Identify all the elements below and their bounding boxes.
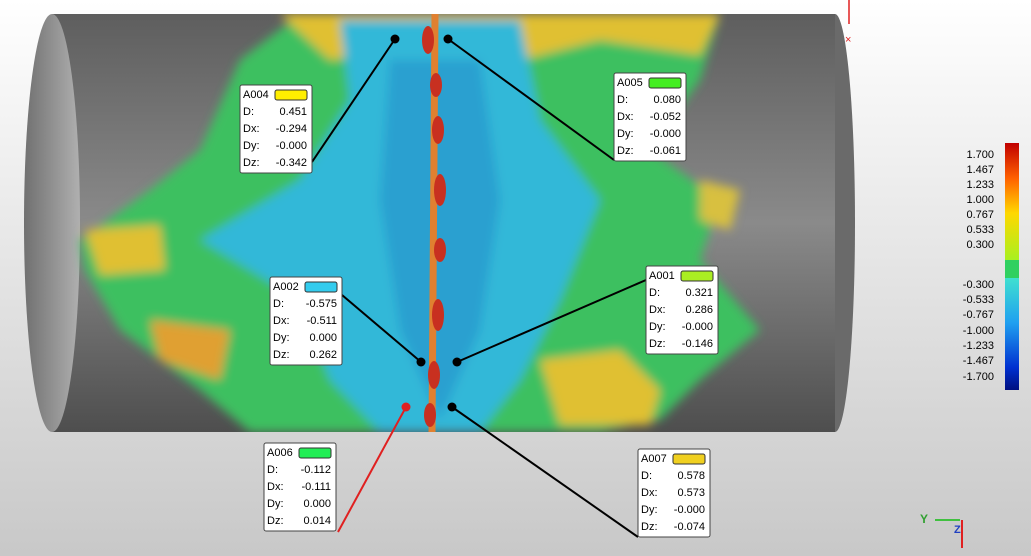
scale-label: -0.300 (963, 279, 994, 291)
axis-triad: Y Z × (845, 0, 963, 548)
row-value: -0.294 (276, 123, 307, 135)
leader-line (447, 38, 615, 161)
anchor-point (443, 34, 453, 44)
row-value: 0.321 (685, 287, 713, 299)
row-label: Dz: (649, 338, 666, 350)
leader-line (311, 38, 396, 163)
scale-label: 1.233 (966, 179, 994, 191)
row-label: Dz: (641, 521, 658, 533)
annotation-box (263, 442, 337, 532)
row-label: Dy: (267, 498, 284, 510)
scale-label: -1.233 (963, 340, 994, 352)
row-value: -0.000 (276, 140, 307, 152)
axis-z-label: Z (954, 524, 961, 536)
scale-label: 0.533 (966, 224, 994, 236)
marker: × (845, 34, 851, 46)
scale-label: -0.533 (963, 294, 994, 306)
scale-label: 1.000 (966, 194, 994, 206)
annotation-id: A001 (649, 270, 675, 282)
annotation-swatch (672, 453, 706, 465)
row-label: Dz: (617, 145, 634, 157)
annotation-box (613, 72, 687, 162)
annotation-swatch (680, 270, 714, 282)
row-value: -0.052 (650, 111, 681, 123)
row-label: Dy: (273, 332, 290, 344)
scale-label: -1.700 (963, 371, 994, 383)
annotation-id: A002 (273, 281, 299, 293)
scale-label: -1.467 (963, 355, 994, 367)
scale-label: 1.700 (966, 149, 994, 161)
row-label: Dx: (617, 111, 634, 123)
anchor-point (416, 357, 426, 367)
scale-label: 0.767 (966, 209, 994, 221)
row-value: -0.575 (306, 298, 337, 310)
row-value: -0.111 (301, 481, 331, 493)
row-label: Dy: (649, 321, 666, 333)
annotation-id: A007 (641, 453, 667, 465)
row-value: -0.511 (307, 315, 337, 327)
row-label: D: (649, 287, 660, 299)
row-value: 0.573 (677, 487, 705, 499)
row-label: Dy: (641, 504, 658, 516)
axis-y-label: Y (920, 512, 928, 526)
anchor-point (390, 34, 400, 44)
anchor-point (447, 402, 457, 412)
leader-line (337, 406, 407, 533)
scale-label: 0.300 (966, 239, 994, 251)
row-label: Dx: (649, 304, 666, 316)
scale-label: -0.767 (963, 309, 994, 321)
annotation-swatch (274, 89, 308, 101)
row-value: 0.262 (309, 349, 337, 361)
row-label: Dz: (267, 515, 284, 527)
annotation-box (637, 448, 711, 538)
row-label: Dy: (617, 128, 634, 140)
anchor-point (401, 402, 411, 412)
row-label: Dx: (243, 123, 260, 135)
row-label: Dy: (243, 140, 260, 152)
leader-line (456, 279, 647, 363)
row-label: D: (617, 94, 628, 106)
row-value: 0.286 (685, 304, 713, 316)
row-value: 0.080 (653, 94, 681, 106)
row-value: 0.000 (303, 498, 331, 510)
row-label: D: (273, 298, 284, 310)
annotation-box (269, 276, 343, 366)
scale-label: -1.000 (963, 325, 994, 337)
annotation-box (239, 84, 313, 174)
annotation-swatch (298, 447, 332, 459)
annotation-id: A006 (267, 447, 293, 459)
row-value: -0.112 (301, 464, 331, 476)
leader-line (451, 406, 639, 538)
row-value: -0.342 (276, 157, 307, 169)
row-label: Dx: (273, 315, 290, 327)
row-label: Dx: (641, 487, 658, 499)
annotation-box (645, 265, 719, 355)
row-value: -0.000 (682, 321, 713, 333)
row-label: Dz: (243, 157, 260, 169)
annotation-id: A004 (243, 89, 269, 101)
scale-label: 1.467 (966, 164, 994, 176)
color-scale: 1.700 1.467 1.233 1.000 0.767 0.533 0.300 -0.30… (963, 143, 1019, 390)
row-label: D: (243, 106, 254, 118)
leader-line (341, 294, 422, 363)
row-label: Dx: (267, 481, 284, 493)
row-label: D: (267, 464, 278, 476)
annotation-swatch (304, 281, 338, 293)
annotation-id: A005 (617, 77, 643, 89)
row-value: 0.578 (677, 470, 705, 482)
anchor-point (452, 357, 462, 367)
annotations: A004 D: 0.451 Dx: -0.294 Dy: -0.000 Dz: -0.342 A0… (239, 34, 719, 538)
row-value: -0.074 (674, 521, 705, 533)
row-label: D: (641, 470, 652, 482)
row-label: Dz: (273, 349, 290, 361)
row-value: -0.000 (674, 504, 705, 516)
row-value: 0.451 (279, 106, 307, 118)
row-value: -0.146 (682, 338, 713, 350)
row-value: 0.000 (309, 332, 337, 344)
row-value: -0.000 (650, 128, 681, 140)
row-value: 0.014 (303, 515, 331, 527)
annotation-swatch (648, 77, 682, 89)
row-value: -0.061 (650, 145, 681, 157)
